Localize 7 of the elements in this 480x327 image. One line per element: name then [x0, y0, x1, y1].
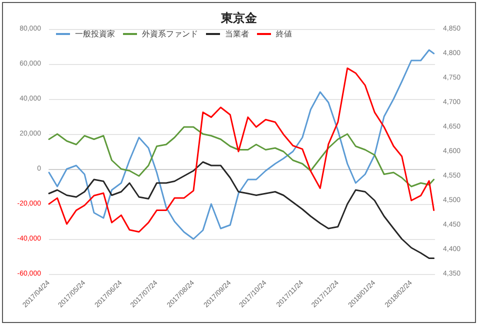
- line-series: [48, 161, 435, 259]
- legend-label: 一般投資家: [75, 30, 115, 38]
- chart-title: 東京金: [220, 11, 258, 25]
- legend-label: 外資系ファンド: [142, 30, 198, 38]
- line-series: [48, 126, 435, 188]
- legend-label: 当業者: [225, 30, 249, 38]
- legend-label: 終値: [275, 30, 292, 38]
